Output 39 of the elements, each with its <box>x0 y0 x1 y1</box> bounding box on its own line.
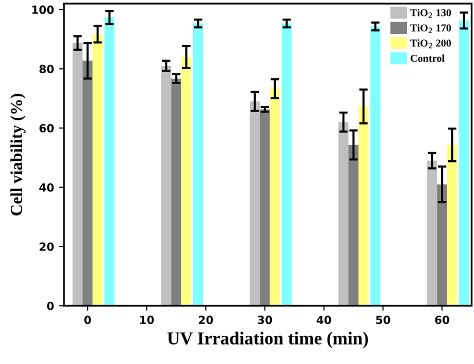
bar <box>458 20 469 306</box>
bar <box>181 56 192 306</box>
x-tick-label: 20 <box>198 316 213 324</box>
y-tick-label: 80 <box>39 64 54 74</box>
legend-label: TiO$_{2}$ 130 <box>410 8 451 18</box>
bar <box>270 88 280 306</box>
x-tick-label: 50 <box>376 316 390 324</box>
legend-label: TiO$_{2}$ 200 <box>410 39 451 48</box>
bar <box>72 43 83 306</box>
bar <box>427 160 438 306</box>
x-tick-label: 0 <box>84 316 91 324</box>
bar <box>250 101 260 306</box>
x-tick-label: 60 <box>435 316 450 324</box>
y-tick-label: 20 <box>40 242 54 251</box>
bar <box>338 122 348 306</box>
bar <box>92 34 103 306</box>
legend-label: TiO$_{2}$ 170 <box>410 24 451 34</box>
x-tick-label: 40 <box>316 316 332 324</box>
bar <box>171 78 182 306</box>
y-tick-label: 40 <box>39 183 54 192</box>
bar <box>282 23 292 306</box>
bar <box>358 106 369 306</box>
bar <box>104 18 114 306</box>
bar <box>370 26 380 306</box>
bar <box>447 144 458 306</box>
x-tick-label: 10 <box>140 316 154 324</box>
x-tick-label: 30 <box>258 316 272 324</box>
bar <box>161 66 172 306</box>
y-tick-label: 100 <box>32 6 54 14</box>
x-axis-title: UV Irradiation time (min) <box>167 332 368 348</box>
legend-label: Control <box>410 54 444 62</box>
bar <box>260 109 270 306</box>
bar <box>348 144 358 306</box>
y-axis-title: Cell viability (%) <box>10 94 26 216</box>
bar <box>193 23 204 306</box>
y-tick-label: 0 <box>47 302 54 310</box>
bar <box>437 184 448 306</box>
bar <box>82 60 93 306</box>
y-tick-label: 60 <box>39 124 54 132</box>
